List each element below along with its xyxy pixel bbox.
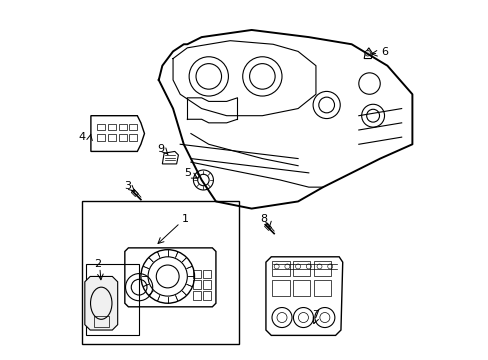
Bar — [203, 270, 210, 278]
Bar — [264, 224, 271, 230]
Bar — [97, 123, 105, 130]
Bar — [192, 291, 200, 300]
Polygon shape — [84, 276, 118, 330]
Bar — [203, 280, 210, 289]
Bar — [131, 189, 138, 197]
Text: 2: 2 — [94, 259, 102, 269]
Bar — [203, 280, 210, 289]
Bar — [192, 280, 200, 289]
Bar — [119, 123, 126, 130]
Bar — [192, 270, 200, 278]
Bar — [85, 264, 139, 336]
Polygon shape — [265, 257, 342, 336]
Text: 4: 4 — [78, 132, 85, 142]
Bar — [203, 291, 210, 300]
Text: 8: 8 — [260, 214, 267, 224]
Text: 7: 7 — [312, 310, 319, 320]
Polygon shape — [162, 152, 178, 164]
Bar — [192, 291, 200, 300]
Bar — [272, 280, 289, 296]
Polygon shape — [364, 48, 372, 59]
Bar — [129, 134, 137, 141]
Bar — [192, 270, 200, 278]
Bar — [119, 134, 126, 141]
Bar — [313, 261, 330, 276]
Bar — [97, 134, 105, 141]
Bar — [129, 123, 137, 130]
Polygon shape — [124, 248, 216, 307]
Text: 3: 3 — [123, 181, 131, 191]
Bar — [94, 316, 108, 327]
Bar — [203, 291, 210, 300]
Text: 1: 1 — [182, 214, 189, 224]
Bar — [292, 261, 309, 276]
Bar — [292, 280, 309, 296]
Text: 5: 5 — [184, 168, 191, 178]
Bar — [313, 280, 330, 296]
Bar — [108, 123, 116, 130]
Text: 6: 6 — [381, 48, 387, 58]
Bar — [272, 261, 289, 276]
Bar — [203, 270, 210, 278]
Polygon shape — [91, 116, 144, 152]
Text: 9: 9 — [157, 144, 164, 154]
Bar — [108, 134, 116, 141]
Circle shape — [364, 50, 370, 56]
Bar — [192, 280, 200, 289]
Bar — [82, 202, 239, 344]
